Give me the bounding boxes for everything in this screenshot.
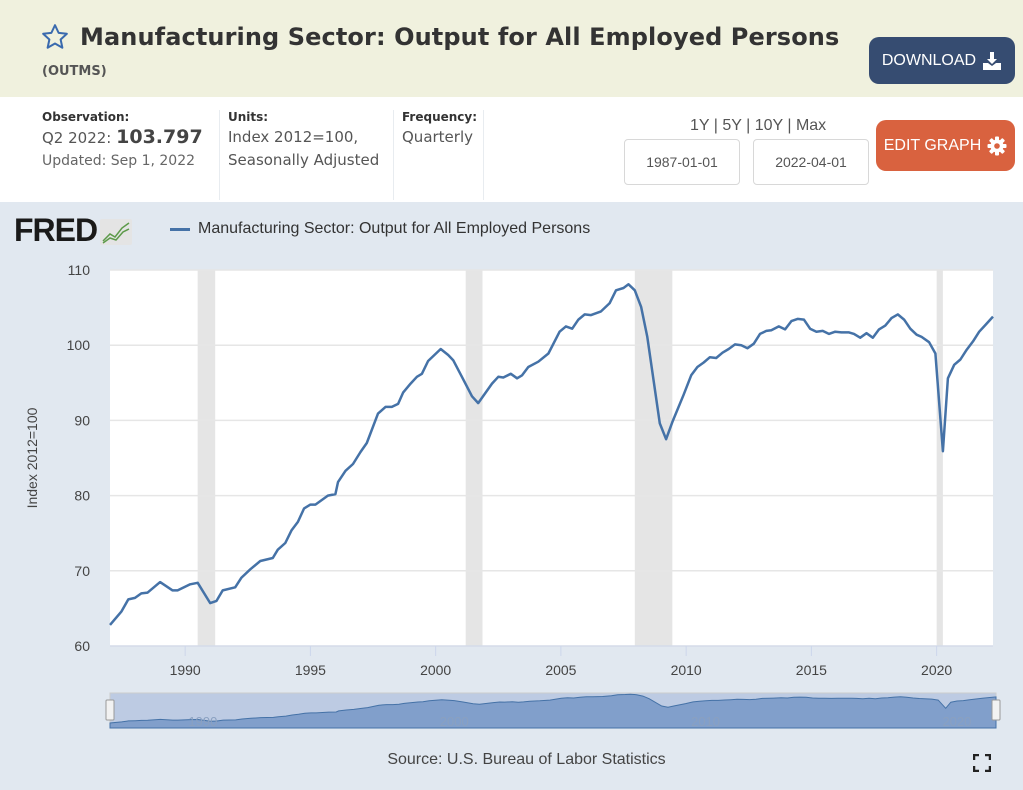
x-tick-label: 2000 (420, 662, 451, 678)
observation-label: Observation: (42, 110, 130, 124)
series-info: Observation: Q2 2022: 103.797 Updated: S… (0, 97, 1023, 202)
units-line-1: Index 2012=100, (228, 128, 359, 146)
gear-icon (987, 136, 1007, 155)
updated-date: Updated: Sep 1, 2022 (42, 153, 196, 169)
download-label: DOWNLOAD (881, 51, 977, 69)
recession-shade (465, 270, 483, 646)
y-tick-label: 70 (74, 563, 90, 579)
fullscreen-icon[interactable] (973, 754, 991, 772)
x-tick-label: 1990 (170, 662, 201, 678)
range-1y[interactable]: 1Y (690, 117, 710, 134)
x-tick-label: 2020 (921, 662, 952, 678)
frequency-block: Frequency: Quarterly (393, 110, 484, 200)
navigator-series (109, 693, 997, 729)
x-tick-label: 2005 (545, 662, 576, 678)
chart-logo-icon (100, 219, 133, 245)
download-icon (983, 51, 1002, 70)
units-label: Units: (228, 110, 269, 124)
separator: | (746, 117, 751, 134)
series-id: (OUTMS) (42, 64, 107, 79)
y-tick-label: 60 (74, 638, 90, 654)
frequency-value: Quarterly (402, 128, 473, 146)
page-title: Manufacturing Sector: Output for All Emp… (80, 23, 840, 51)
line-chart: 60 70 80 90 100 110 1990 1995 2000 2005 2010 2015 20… (24, 262, 1001, 729)
range-max[interactable]: Max (795, 117, 827, 134)
chart-legend: Manufacturing Sector: Output for All Emp… (170, 220, 590, 238)
range-10y[interactable]: 10Y (754, 117, 783, 134)
star-icon[interactable] (40, 22, 70, 52)
navigator-tick-label: 2020 (942, 714, 971, 729)
x-tick-label: 1995 (295, 662, 326, 678)
series-line (109, 283, 994, 626)
source-note: Source: U.S. Bureau of Labor Statistics (387, 751, 666, 768)
y-tick-label: 80 (74, 488, 90, 504)
fred-logo: FRED (14, 212, 133, 248)
navigator-tick-label: 1990 (188, 714, 217, 729)
download-button[interactable]: DOWNLOAD (869, 37, 1015, 84)
recession-shade (197, 270, 216, 646)
navigator-tick-label: 2010 (691, 714, 720, 729)
navigator-handle[interactable] (105, 699, 115, 721)
chart-area: FRED Manufacturing Sector: Output for Al… (0, 202, 1023, 790)
separator: | (787, 117, 792, 134)
edit-graph-label: EDIT GRAPH (883, 136, 982, 154)
plot-background (110, 270, 993, 646)
start-date-input[interactable] (624, 139, 740, 185)
recession-shade (936, 270, 943, 646)
observation-period: Q2 2022: (42, 129, 112, 147)
frequency-label: Frequency: (402, 110, 478, 124)
units-line-2: Seasonally Adjusted (228, 151, 380, 169)
y-tick-label: 90 (74, 412, 90, 428)
observation-value: 103.797 (116, 126, 203, 148)
x-tick-label: 2015 (796, 662, 827, 678)
navigator-tick-label: 2000 (440, 714, 469, 729)
edit-graph-button[interactable]: EDIT GRAPH (876, 120, 1015, 171)
legend-label: Manufacturing Sector: Output for All Emp… (198, 220, 591, 237)
y-tick-label: 100 (67, 337, 91, 353)
x-tick-label: 2010 (671, 662, 702, 678)
separator: | (713, 117, 718, 134)
observation-block: Observation: Q2 2022: 103.797 Updated: S… (42, 110, 203, 200)
navigator-handle[interactable] (991, 699, 1001, 721)
fred-logo-text: FRED (14, 212, 98, 248)
y-axis-title: Index 2012=100 (24, 407, 40, 508)
range-5y[interactable]: 5Y (722, 117, 742, 134)
y-tick-label: 110 (68, 262, 91, 278)
series-header: Manufacturing Sector: Output for All Emp… (0, 0, 1023, 97)
legend-line-swatch (170, 227, 190, 231)
end-date-input[interactable] (753, 139, 869, 185)
recession-shade (634, 270, 673, 646)
units-block: Units: Index 2012=100, Seasonally Adjust… (219, 110, 379, 200)
range-links: 1Y | 5Y | 10Y | Max (690, 117, 826, 135)
